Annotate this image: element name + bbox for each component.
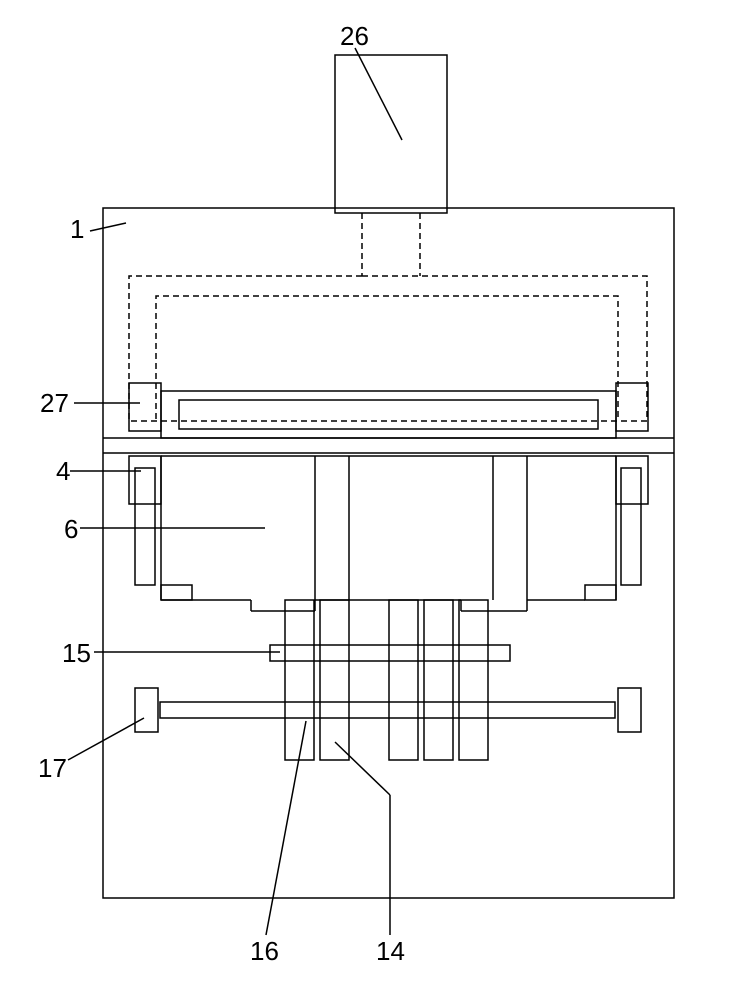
label-17: 17 <box>38 753 67 783</box>
cap-17-left <box>135 688 158 732</box>
finger-14-2 <box>389 600 418 760</box>
label-6: 6 <box>64 514 78 544</box>
leader-ld14b <box>335 742 390 795</box>
top-block-26 <box>335 55 447 213</box>
finger-14-0 <box>285 600 314 760</box>
label-26: 26 <box>340 21 369 51</box>
finger-14-3 <box>424 600 453 760</box>
roller-27-inner <box>179 400 598 429</box>
label-16: 16 <box>250 936 279 966</box>
label-4: 4 <box>56 456 70 486</box>
leader-ld1 <box>90 223 126 231</box>
leader-ld17 <box>68 718 144 760</box>
bearing-4-left <box>129 456 161 504</box>
leader-ld16 <box>266 721 306 935</box>
label-15: 15 <box>62 638 91 668</box>
bar-16 <box>160 702 615 718</box>
roller-27-outer <box>161 391 616 438</box>
leader-ld26 <box>355 48 402 140</box>
label-27: 27 <box>40 388 69 418</box>
cap-17-right <box>618 688 641 732</box>
label-14: 14 <box>376 936 405 966</box>
label-1: 1 <box>70 214 84 244</box>
bar-15 <box>270 645 510 661</box>
roller-rightcap <box>616 383 648 431</box>
finger-14-1 <box>320 600 349 760</box>
finger-14-4 <box>459 600 488 760</box>
